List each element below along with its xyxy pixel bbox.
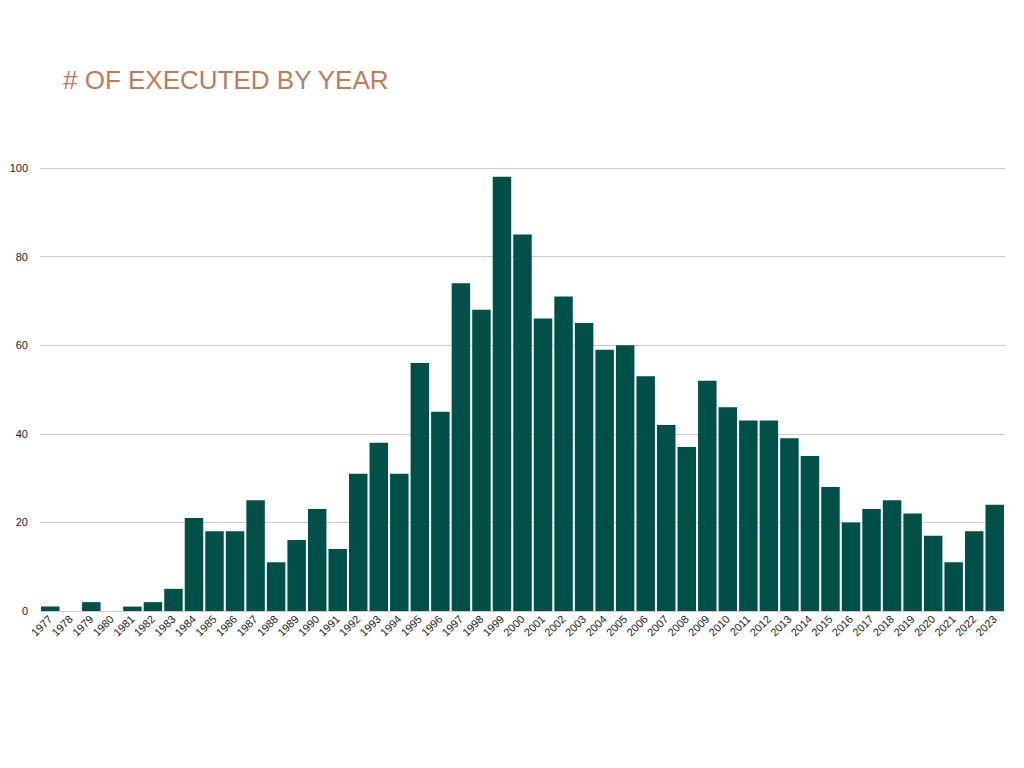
svg-text:20: 20 — [16, 516, 28, 528]
svg-text:2014: 2014 — [788, 613, 814, 639]
svg-text:2017: 2017 — [850, 613, 876, 639]
svg-text:2021: 2021 — [932, 613, 958, 639]
svg-text:2012: 2012 — [747, 613, 773, 639]
svg-text:1983: 1983 — [152, 613, 178, 639]
svg-text:1998: 1998 — [460, 613, 486, 639]
svg-text:2004: 2004 — [583, 613, 609, 639]
svg-text:1981: 1981 — [111, 613, 137, 639]
svg-text:100: 100 — [10, 162, 28, 174]
svg-text:60: 60 — [16, 339, 28, 351]
svg-text:2010: 2010 — [706, 613, 732, 639]
svg-text:1977: 1977 — [29, 613, 55, 639]
svg-text:2006: 2006 — [624, 613, 650, 639]
svg-text:1992: 1992 — [337, 613, 363, 639]
svg-text:1989: 1989 — [275, 613, 301, 639]
svg-text:1993: 1993 — [357, 613, 383, 639]
svg-text:1994: 1994 — [378, 613, 404, 639]
svg-text:1988: 1988 — [255, 613, 281, 639]
svg-text:2013: 2013 — [768, 613, 794, 639]
svg-text:2008: 2008 — [665, 613, 691, 639]
svg-text:2022: 2022 — [953, 613, 979, 639]
svg-text:1990: 1990 — [296, 613, 322, 639]
svg-text:1986: 1986 — [214, 613, 240, 639]
svg-text:2018: 2018 — [871, 613, 897, 639]
svg-text:2023: 2023 — [973, 613, 999, 639]
svg-text:1978: 1978 — [49, 613, 75, 639]
svg-text:# OF EXECUTED BY YEAR: # OF EXECUTED BY YEAR — [63, 65, 389, 95]
svg-text:1979: 1979 — [70, 613, 96, 639]
svg-text:1991: 1991 — [316, 613, 342, 639]
svg-text:1987: 1987 — [234, 613, 260, 639]
svg-text:2005: 2005 — [604, 613, 630, 639]
svg-text:1997: 1997 — [439, 613, 465, 639]
svg-text:2011: 2011 — [727, 613, 752, 638]
svg-text:2009: 2009 — [686, 613, 712, 639]
svg-text:2016: 2016 — [829, 613, 855, 639]
svg-text:1984: 1984 — [172, 613, 198, 639]
svg-text:1996: 1996 — [419, 613, 445, 639]
svg-text:1980: 1980 — [90, 613, 116, 639]
svg-text:40: 40 — [16, 428, 28, 440]
svg-text:2002: 2002 — [542, 613, 568, 639]
svg-text:1995: 1995 — [398, 613, 424, 639]
svg-text:2015: 2015 — [809, 613, 835, 639]
svg-text:2003: 2003 — [563, 613, 589, 639]
svg-text:2007: 2007 — [645, 613, 671, 639]
svg-text:80: 80 — [16, 251, 28, 263]
svg-text:1982: 1982 — [131, 613, 157, 639]
svg-text:2000: 2000 — [501, 613, 527, 639]
svg-text:2001: 2001 — [522, 613, 548, 639]
svg-text:0: 0 — [22, 605, 28, 617]
svg-text:1999: 1999 — [480, 613, 506, 639]
svg-text:1985: 1985 — [193, 613, 219, 639]
svg-text:2020: 2020 — [912, 613, 938, 639]
svg-text:2019: 2019 — [891, 613, 917, 639]
